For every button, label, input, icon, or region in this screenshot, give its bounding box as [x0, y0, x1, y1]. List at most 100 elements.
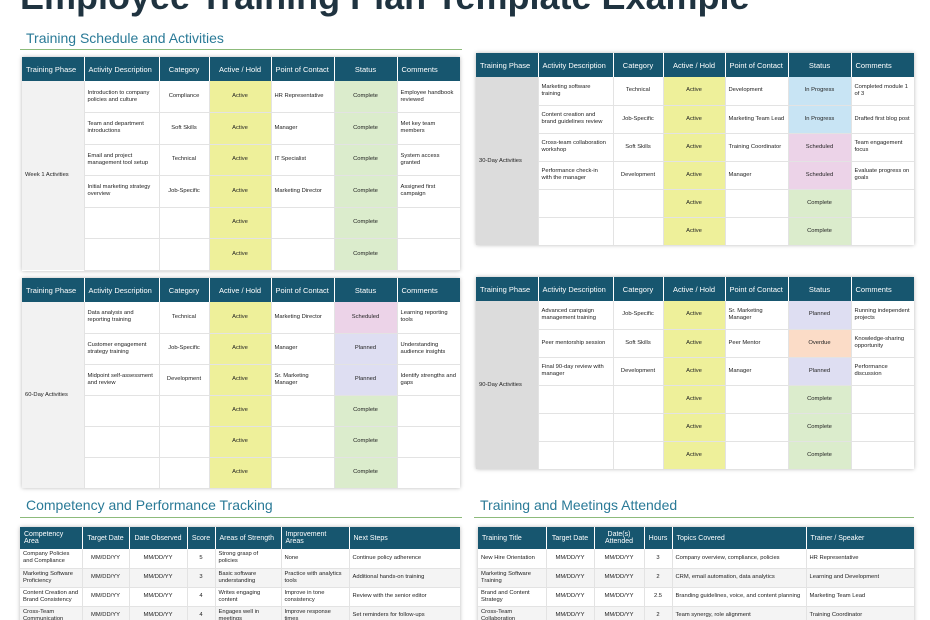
active-hold-cell[interactable]: Active [663, 189, 726, 218]
status-cell[interactable]: In Progress [788, 77, 852, 106]
competency-next-cell: Review with the senior editor [349, 587, 460, 607]
day60-table-row: Customer engagement strategy training Job… [22, 333, 460, 365]
active-hold-cell[interactable]: Active [209, 144, 272, 176]
comments-cell [397, 457, 460, 488]
competency-table-row: Content Creation and Brand Consistency MM… [20, 587, 460, 607]
activity-cell [84, 207, 160, 239]
meetings-topics-cell: Team synergy, role alignment [672, 606, 807, 620]
day60-col-header: Activity Description [84, 278, 160, 302]
status-cell[interactable]: Scheduled [788, 133, 852, 162]
active-hold-cell[interactable]: Active [209, 333, 272, 365]
status-cell[interactable]: Scheduled [334, 302, 398, 334]
competency-col-header: Score [187, 527, 216, 549]
activity-cell [538, 413, 614, 442]
activity-cell: Customer engagement strategy training [84, 333, 160, 365]
status-cell[interactable]: Scheduled [788, 161, 852, 190]
active-hold-cell[interactable]: Active [209, 238, 272, 271]
day60-table-row: Active Complete [22, 395, 460, 427]
day60-col-header: Training Phase [22, 278, 85, 302]
day30-table-row: Active Complete [476, 217, 914, 245]
comments-cell [397, 426, 460, 458]
active-hold-cell[interactable]: Active [663, 329, 726, 358]
active-hold-cell[interactable]: Active [663, 77, 726, 106]
status-cell[interactable]: Complete [334, 175, 398, 208]
active-hold-cell[interactable]: Active [663, 357, 726, 386]
active-hold-cell[interactable]: Active [209, 175, 272, 208]
active-hold-cell[interactable]: Active [209, 364, 272, 396]
competency-col-header: Competency Area [20, 527, 83, 549]
status-cell[interactable]: Complete [788, 217, 852, 245]
activity-cell: Introduction to company policies and cul… [84, 81, 160, 113]
comments-cell: Performance discussion [851, 357, 914, 386]
meetings-section-divider [474, 517, 914, 518]
activity-cell [538, 189, 614, 218]
category-cell: Technical [613, 77, 664, 106]
meetings-table-row: Marketing Software Training MM/DD/YY MM/DD… [478, 568, 914, 588]
day60-col-header: Point of Contact [271, 278, 335, 302]
active-hold-cell[interactable]: Active [209, 426, 272, 458]
meetings-section-title: Training and Meetings Attended [480, 497, 678, 513]
status-cell[interactable]: Planned [334, 333, 398, 365]
status-cell[interactable]: In Progress [788, 105, 852, 134]
active-hold-cell[interactable]: Active [663, 133, 726, 162]
active-hold-cell[interactable]: Active [663, 441, 726, 469]
day60-col-header: Active / Hold [209, 278, 272, 302]
active-hold-cell[interactable]: Active [663, 385, 726, 414]
comments-cell: Completed module 1 of 3 [851, 77, 914, 106]
active-hold-cell[interactable]: Active [663, 301, 726, 330]
active-hold-cell[interactable]: Active [209, 207, 272, 239]
status-cell[interactable]: Complete [334, 238, 398, 271]
active-hold-cell[interactable]: Active [663, 105, 726, 134]
activity-cell [538, 217, 614, 245]
active-hold-cell[interactable]: Active [663, 161, 726, 190]
day30-table-row: Content creation and brand guidelines re… [476, 105, 914, 134]
status-cell[interactable]: Overdue [788, 329, 852, 358]
meetings-attended-cell: MM/DD/YY [594, 549, 645, 569]
active-hold-cell[interactable]: Active [209, 81, 272, 113]
status-cell[interactable]: Complete [788, 413, 852, 442]
status-cell[interactable]: Complete [334, 112, 398, 145]
status-cell[interactable]: Planned [334, 364, 398, 396]
meetings-title-cell: Brand and Content Strategy [478, 587, 547, 607]
competency-header-row: Competency Area Target Date Date Observed S… [20, 527, 460, 549]
status-cell[interactable]: Planned [788, 357, 852, 386]
day30-table-row: Cross-team collaboration workshop Soft Sk… [476, 133, 914, 162]
day30-col-header: Activity Description [538, 53, 614, 77]
meetings-table: Training Title Target Date Date(s) Attende… [478, 527, 914, 620]
activity-cell [84, 395, 160, 427]
meetings-table-row: Cross-Team Collaboration MM/DD/YY MM/DD/YY… [478, 606, 914, 620]
week1-table-row: Active Complete [22, 238, 460, 271]
activity-cell: Performance check-in with the manager [538, 161, 614, 190]
status-cell[interactable]: Complete [334, 207, 398, 239]
category-cell: Job-Specific [159, 175, 210, 208]
active-hold-cell[interactable]: Active [209, 457, 272, 488]
meetings-attended-cell: MM/DD/YY [594, 568, 645, 588]
status-cell[interactable]: Complete [334, 395, 398, 427]
active-hold-cell[interactable]: Active [663, 413, 726, 442]
status-cell[interactable]: Complete [334, 457, 398, 488]
category-cell [159, 457, 210, 488]
contact-cell [271, 238, 335, 271]
competency-next-cell: Additional hands-on training [349, 568, 460, 588]
contact-cell [725, 189, 789, 218]
day90-table-row: Active Complete [476, 441, 914, 469]
status-cell[interactable]: Complete [334, 426, 398, 458]
active-hold-cell[interactable]: Active [209, 302, 272, 334]
competency-score-cell: 3 [187, 568, 216, 588]
day90-col-header: Training Phase [476, 277, 539, 301]
active-hold-cell[interactable]: Active [663, 217, 726, 245]
day90-table-row: Active Complete [476, 413, 914, 442]
activity-cell [84, 426, 160, 458]
status-cell[interactable]: Complete [788, 189, 852, 218]
status-cell[interactable]: Complete [788, 441, 852, 469]
status-cell[interactable]: Complete [334, 144, 398, 176]
week1-col-header: Activity Description [84, 57, 160, 81]
day90-col-header: Activity Description [538, 277, 614, 301]
status-cell[interactable]: Complete [334, 81, 398, 113]
day30-table-row: 30-Day Activities Marketing software trai… [476, 77, 914, 245]
contact-cell: Peer Mentor [725, 329, 789, 358]
active-hold-cell[interactable]: Active [209, 395, 272, 427]
active-hold-cell[interactable]: Active [209, 112, 272, 145]
status-cell[interactable]: Planned [788, 301, 852, 330]
status-cell[interactable]: Complete [788, 385, 852, 414]
